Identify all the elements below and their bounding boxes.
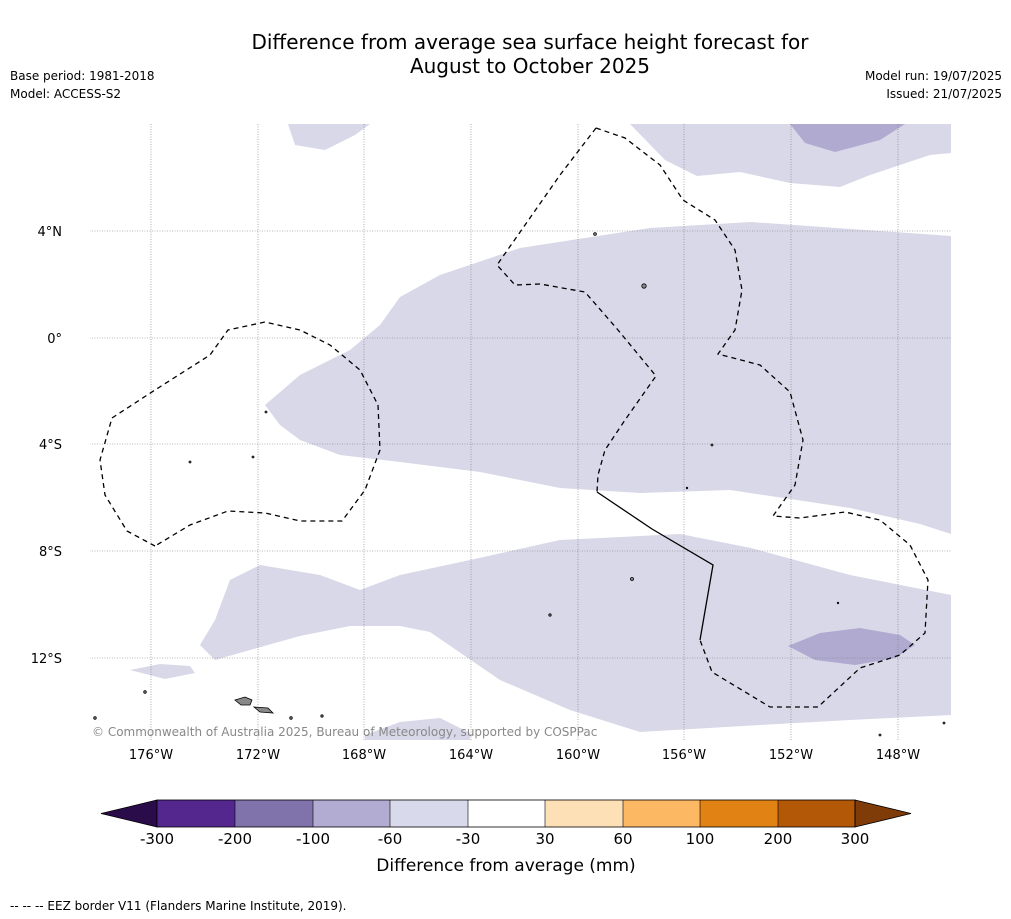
colorbar: -300 -200 -100 -60 -30 30 60 100 200 300… — [100, 799, 912, 876]
colorbar-extend-high — [854, 799, 912, 828]
colorbar-segment-1 — [157, 800, 235, 827]
colorbar-tick-2: -100 — [296, 830, 330, 848]
colorbar-frame — [156, 799, 856, 828]
lon-label-152w: 152°W — [769, 748, 813, 763]
colorbar-segment-8 — [700, 800, 778, 827]
anomaly-patch-southeast-dark — [788, 628, 915, 665]
colorbar-tick-4: -30 — [456, 830, 481, 848]
colorbar-segment-2 — [235, 800, 313, 827]
lon-label-172w: 172°W — [236, 748, 280, 763]
lat-label-0: 0° — [47, 332, 62, 347]
colorbar-tick-6: 60 — [613, 830, 632, 848]
colorbar-segment-7 — [623, 800, 700, 827]
lon-label-176w: 176°W — [129, 748, 173, 763]
model-name: Model: ACCESS-S2 — [10, 87, 122, 101]
latitude-labels: 4°N 0° 4°S 8°S 12°S — [31, 225, 62, 667]
colorbar-tick-1: -200 — [218, 830, 252, 848]
colorbar-tick-0: -300 — [140, 830, 174, 848]
eez-border — [99, 127, 929, 708]
map-title: Difference from average sea surface heig… — [180, 30, 880, 78]
lat-label-4n: 4°N — [38, 225, 63, 240]
colorbar-tick-9: 300 — [841, 830, 870, 848]
lon-label-156w: 156°W — [662, 748, 706, 763]
meta-left: Base period: 1981-2018 Model: ACCESS-S2 — [10, 67, 155, 103]
colorbar-segment-3 — [313, 800, 390, 827]
lon-label-168w: 168°W — [342, 748, 386, 763]
colorbar-segment-6 — [545, 800, 623, 827]
colorbar-tick-8: 200 — [764, 830, 793, 848]
lat-label-4s: 4°S — [39, 438, 62, 453]
longitude-labels: 176°W 172°W 168°W 164°W 160°W 156°W 152°… — [129, 748, 920, 763]
model-run: Model run: 19/07/2025 — [864, 69, 1002, 83]
anomaly-region-bottom — [365, 718, 470, 740]
lat-label-8s: 8°S — [39, 545, 62, 560]
eez-footnote: -- -- -- EEZ border V11 (Flanders Marine… — [10, 899, 347, 913]
lat-label-12s: 12°S — [31, 652, 62, 667]
colorbar-segment-4 — [390, 800, 468, 827]
anomaly-region-northeast — [630, 124, 951, 187]
issued-date: Issued: 21/07/2025 — [886, 87, 1002, 101]
colorbar-tick-7: 100 — [686, 830, 715, 848]
map-area — [90, 124, 951, 740]
colorbar-dividers — [234, 800, 779, 827]
colorbar-title: Difference from average (mm) — [376, 856, 635, 876]
colorbar-tick-3: -60 — [378, 830, 403, 848]
graticule — [90, 124, 951, 740]
colorbar-tick-5: 30 — [535, 830, 554, 848]
colorbar-segment-9 — [778, 800, 855, 827]
eez-border-solid — [596, 491, 714, 641]
anomaly-patch-northeast-dark — [790, 124, 905, 152]
colorbar-extend-low — [100, 799, 158, 828]
title-line-1: Difference from average sea surface heig… — [251, 30, 809, 54]
anomaly-region-south — [200, 534, 951, 732]
colorbar-segment-5 — [468, 800, 545, 827]
lon-label-160w: 160°W — [556, 748, 600, 763]
copyright-notice: © Commonwealth of Australia 2025, Bureau… — [92, 725, 597, 739]
anomaly-region-north-top — [288, 124, 370, 150]
title-line-2: August to October 2025 — [409, 54, 651, 78]
lon-label-164w: 164°W — [449, 748, 493, 763]
lon-label-148w: 148°W — [876, 748, 920, 763]
meta-right: Model run: 19/07/2025 Issued: 21/07/2025 — [865, 67, 1002, 103]
anomaly-region-equatorial — [265, 222, 951, 534]
anomaly-region-southwest — [130, 664, 195, 679]
base-period: Base period: 1981-2018 — [10, 69, 155, 83]
islands — [93, 232, 946, 737]
